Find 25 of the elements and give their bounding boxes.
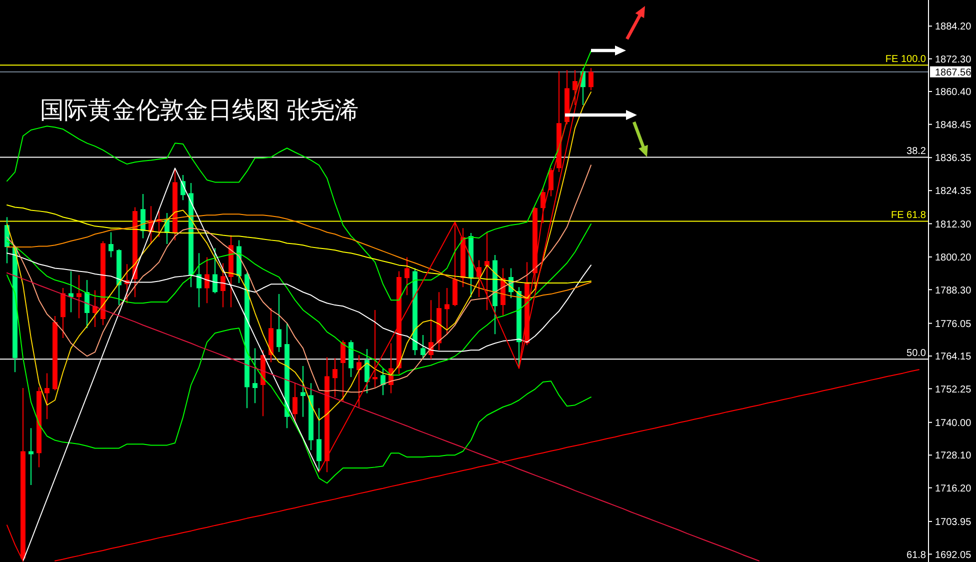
tick-label: 1728.10 bbox=[935, 450, 972, 462]
tick-label: 1800.20 bbox=[935, 252, 972, 264]
tick-label: 1788.30 bbox=[935, 285, 972, 296]
tick-label: 1848.45 bbox=[935, 120, 972, 131]
tick-label: 1716.20 bbox=[935, 483, 972, 494]
tick-label: 1752.25 bbox=[935, 384, 972, 396]
tick-label: 1824.35 bbox=[935, 186, 972, 198]
ref-label: FE 100.0 bbox=[885, 54, 926, 66]
y-tick-label: 1867.56 bbox=[935, 67, 972, 78]
tick-label: 1812.30 bbox=[935, 219, 972, 230]
level-label: 38.2 bbox=[906, 146, 926, 158]
tick-label: 1836.35 bbox=[935, 153, 972, 164]
ref-label: FE 61.8 bbox=[890, 210, 926, 222]
tick-label: 1872.30 bbox=[935, 54, 972, 66]
tick-label: 1692.05 bbox=[935, 550, 972, 561]
tick-label: 1884.20 bbox=[935, 22, 972, 33]
title: 国际黄金伦敦金日线图 张尧浠 bbox=[40, 97, 359, 124]
tick-label: 1764.15 bbox=[935, 352, 972, 363]
tick-label: 1776.05 bbox=[935, 318, 972, 330]
tick-label: 1860.40 bbox=[935, 87, 972, 98]
tick-label: 1740.00 bbox=[935, 418, 972, 429]
level-label: 50.0 bbox=[906, 348, 926, 360]
note: 61.8 bbox=[906, 550, 926, 561]
price-tag: 1867.56 bbox=[930, 66, 972, 78]
tick-label: 1703.95 bbox=[935, 517, 972, 528]
